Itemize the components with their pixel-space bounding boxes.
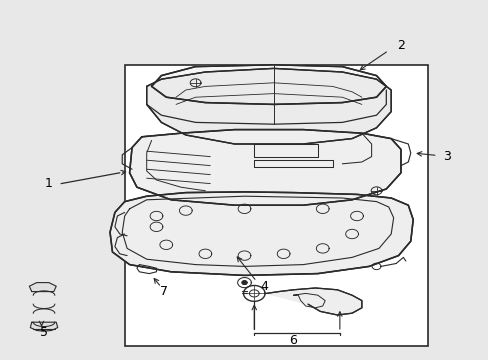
Text: 3: 3 (443, 150, 450, 163)
Text: 1: 1 (45, 177, 53, 190)
Polygon shape (266, 288, 361, 315)
Polygon shape (110, 192, 412, 275)
Text: 2: 2 (396, 39, 404, 51)
Text: 5: 5 (40, 327, 48, 339)
Polygon shape (30, 322, 58, 331)
Bar (124, 65, 427, 346)
Polygon shape (146, 68, 390, 144)
Polygon shape (29, 283, 56, 292)
Text: 6: 6 (289, 334, 297, 347)
Polygon shape (242, 281, 246, 284)
Text: 4: 4 (260, 280, 267, 293)
Polygon shape (129, 130, 400, 205)
Text: 7: 7 (160, 285, 167, 298)
Polygon shape (151, 65, 386, 104)
